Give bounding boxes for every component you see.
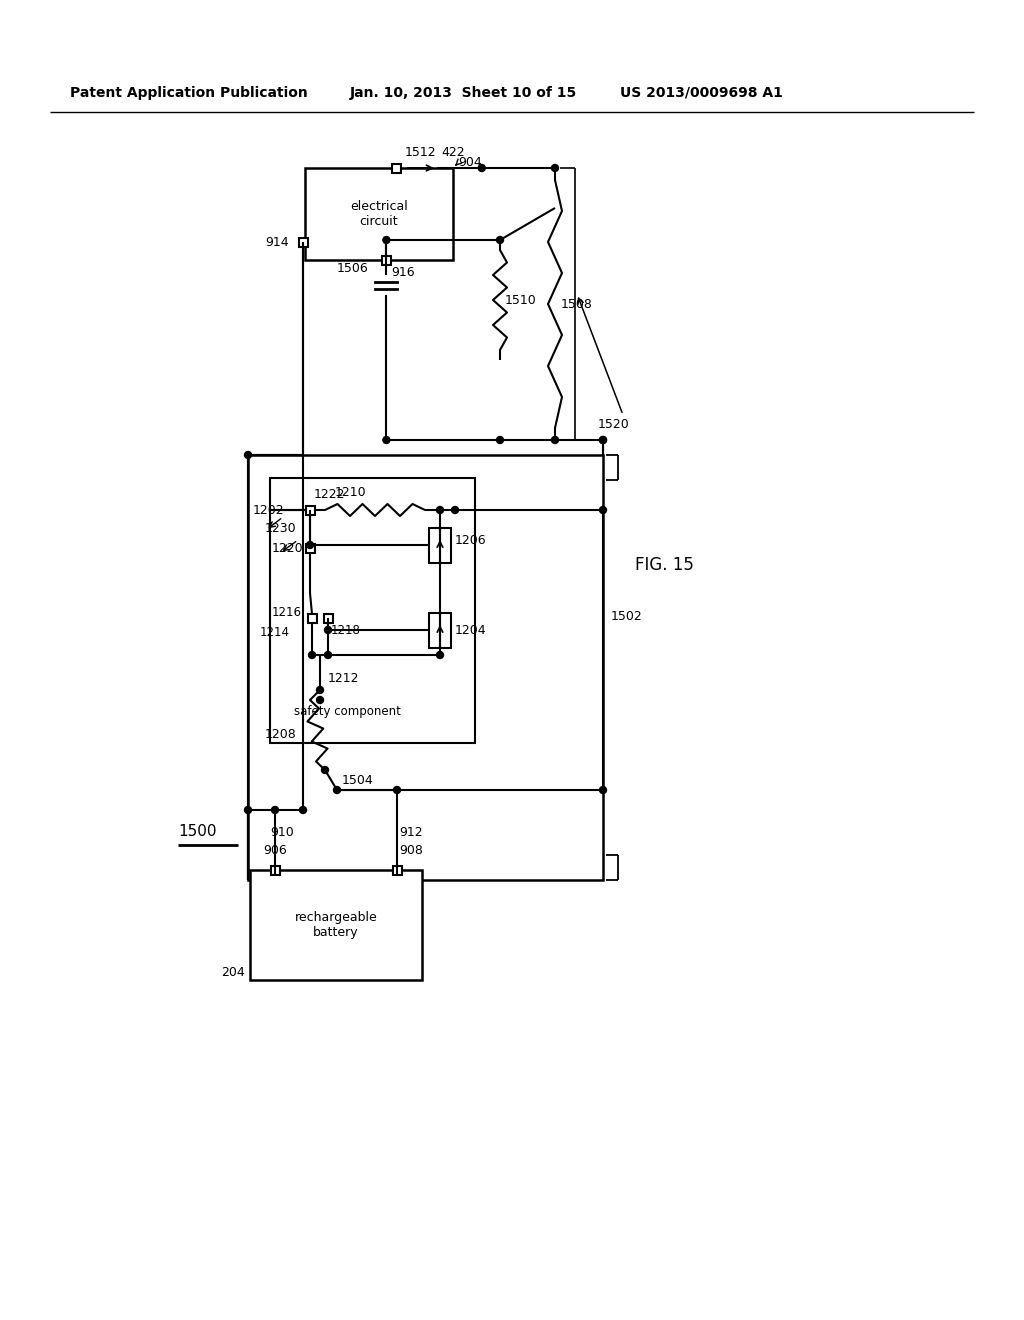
- Circle shape: [322, 767, 329, 774]
- Circle shape: [599, 507, 606, 513]
- Text: 1216: 1216: [272, 606, 302, 619]
- Circle shape: [383, 236, 390, 243]
- Circle shape: [316, 697, 324, 704]
- Circle shape: [393, 787, 400, 793]
- Text: 1218: 1218: [331, 623, 360, 636]
- Text: 422: 422: [441, 147, 465, 160]
- Text: 910: 910: [270, 825, 294, 838]
- Bar: [382, 256, 391, 264]
- Bar: [392, 164, 401, 173]
- Text: 1214: 1214: [260, 627, 290, 639]
- Bar: [305, 544, 314, 553]
- Text: 1210: 1210: [335, 487, 367, 499]
- Circle shape: [552, 165, 558, 172]
- Text: 1502: 1502: [611, 610, 643, 623]
- Circle shape: [383, 437, 390, 444]
- Bar: [305, 168, 453, 260]
- Text: Jan. 10, 2013  Sheet 10 of 15: Jan. 10, 2013 Sheet 10 of 15: [350, 86, 578, 100]
- Circle shape: [308, 652, 315, 659]
- Bar: [270, 478, 475, 743]
- Text: 1504: 1504: [342, 774, 374, 787]
- Bar: [270, 866, 280, 874]
- Bar: [299, 238, 307, 247]
- Text: 1500: 1500: [178, 825, 216, 840]
- Text: 204: 204: [221, 965, 245, 978]
- Text: 914: 914: [265, 235, 289, 248]
- Circle shape: [478, 165, 485, 172]
- Text: 906: 906: [263, 843, 287, 857]
- Text: 912: 912: [399, 825, 423, 838]
- Circle shape: [306, 541, 313, 549]
- Text: 1212: 1212: [328, 672, 359, 685]
- Circle shape: [552, 437, 558, 444]
- Circle shape: [599, 787, 606, 793]
- Circle shape: [299, 807, 306, 813]
- Text: 1206: 1206: [455, 533, 486, 546]
- Circle shape: [271, 807, 279, 813]
- Text: 1222: 1222: [314, 488, 345, 502]
- Circle shape: [452, 507, 459, 513]
- Bar: [429, 528, 451, 562]
- Text: 1204: 1204: [455, 623, 486, 636]
- Text: 1202: 1202: [253, 503, 285, 516]
- Circle shape: [497, 236, 504, 243]
- Bar: [305, 506, 314, 515]
- Bar: [250, 870, 422, 979]
- Bar: [324, 614, 333, 623]
- Circle shape: [245, 807, 252, 813]
- Text: 908: 908: [399, 843, 423, 857]
- Circle shape: [334, 787, 341, 793]
- Bar: [392, 866, 401, 874]
- Circle shape: [599, 437, 606, 444]
- Bar: [248, 455, 603, 880]
- Bar: [307, 614, 316, 623]
- Text: US 2013/0009698 A1: US 2013/0009698 A1: [620, 86, 783, 100]
- Circle shape: [325, 652, 332, 659]
- Text: 1506: 1506: [337, 261, 369, 275]
- Bar: [429, 612, 451, 648]
- Text: 1208: 1208: [265, 729, 297, 742]
- Circle shape: [436, 652, 443, 659]
- Circle shape: [497, 437, 504, 444]
- Text: 1510: 1510: [505, 293, 537, 306]
- Text: FIG. 15: FIG. 15: [635, 556, 694, 574]
- Circle shape: [325, 627, 332, 634]
- Text: 904: 904: [458, 157, 481, 169]
- Text: 1508: 1508: [561, 297, 593, 310]
- Text: 1230: 1230: [265, 521, 297, 535]
- Circle shape: [599, 437, 606, 444]
- Text: rechargeable
battery: rechargeable battery: [295, 911, 378, 939]
- Text: 1220: 1220: [272, 541, 304, 554]
- Text: 1512: 1512: [404, 147, 436, 160]
- Text: safety component: safety component: [295, 705, 401, 718]
- Circle shape: [245, 451, 252, 458]
- Circle shape: [436, 507, 443, 513]
- Text: electrical
circuit: electrical circuit: [350, 201, 408, 228]
- Text: 1520: 1520: [598, 418, 630, 432]
- Circle shape: [316, 686, 324, 693]
- Text: 916: 916: [391, 265, 415, 279]
- Text: Patent Application Publication: Patent Application Publication: [70, 86, 308, 100]
